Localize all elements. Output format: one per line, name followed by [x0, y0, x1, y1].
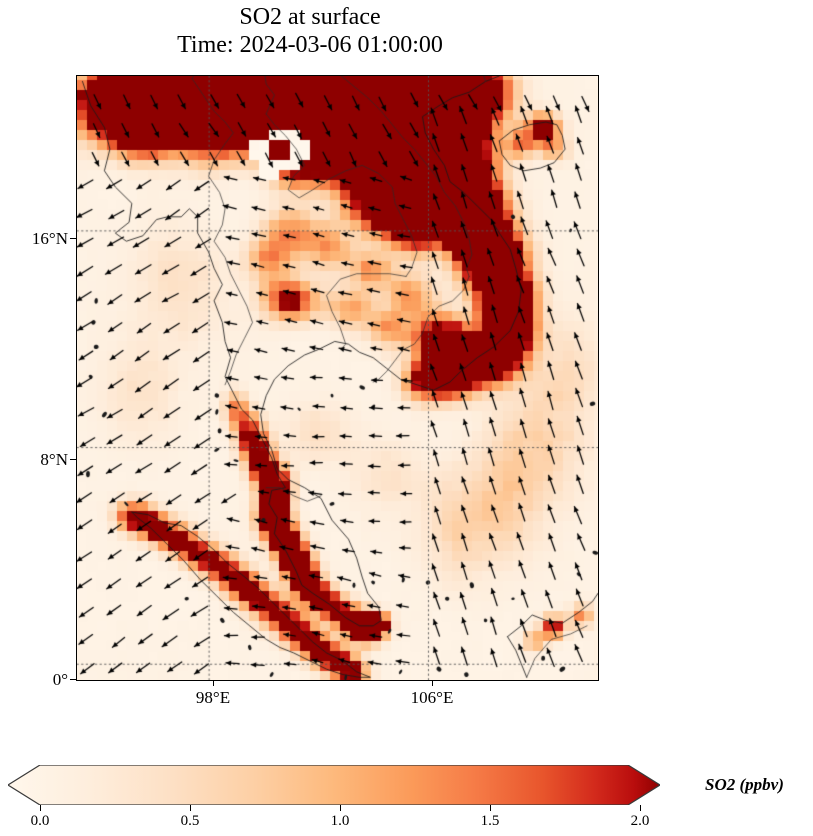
xtick-label-98e: 98°E — [195, 688, 231, 707]
ytick-label-8n: 8°N — [40, 450, 68, 469]
colorbar-tick-label-0: 0.0 — [30, 813, 50, 829]
ytick-label-16n: 16°N — [31, 229, 68, 248]
colorbar-tick-label-4: 2.0 — [630, 813, 650, 829]
ytick-mark-8n — [70, 459, 76, 460]
colorbar-tick-label-3: 1.5 — [480, 813, 500, 829]
colorbar-tick-1 — [190, 805, 191, 811]
colorbar-tick-label-2: 1.0 — [330, 813, 350, 829]
colorbar-tick-label-1: 0.5 — [180, 813, 200, 829]
xtick-label-106e: 106°E — [410, 688, 454, 707]
colorbar-tick-2 — [340, 805, 341, 811]
xtick-mark-98e — [213, 680, 214, 686]
colorbar-tick-0 — [40, 805, 41, 811]
map-plot-area[interactable] — [76, 75, 599, 681]
ytick-label-0: 0° — [52, 670, 68, 689]
colorbar[interactable]: 0.0 0.5 1.0 1.5 2.0 SO2 (ppbv) — [0, 755, 813, 836]
title-line-variable: SO2 at surface — [239, 4, 381, 30]
colorbar-tick-3 — [490, 805, 491, 811]
ytick-mark-0 — [70, 679, 76, 680]
colorbar-tick-4 — [640, 805, 641, 811]
so2-heatmap-canvas — [77, 76, 598, 680]
colorbar-gradient — [8, 765, 660, 805]
figure-title: SO2 at surface Time: 2024-03-06 01:00:00 — [0, 4, 620, 60]
title-line-time: Time: 2024-03-06 01:00:00 — [177, 31, 443, 58]
ytick-mark-16n — [70, 238, 76, 239]
xtick-mark-106e — [432, 680, 433, 686]
colorbar-title: SO2 (ppbv) — [705, 775, 784, 794]
